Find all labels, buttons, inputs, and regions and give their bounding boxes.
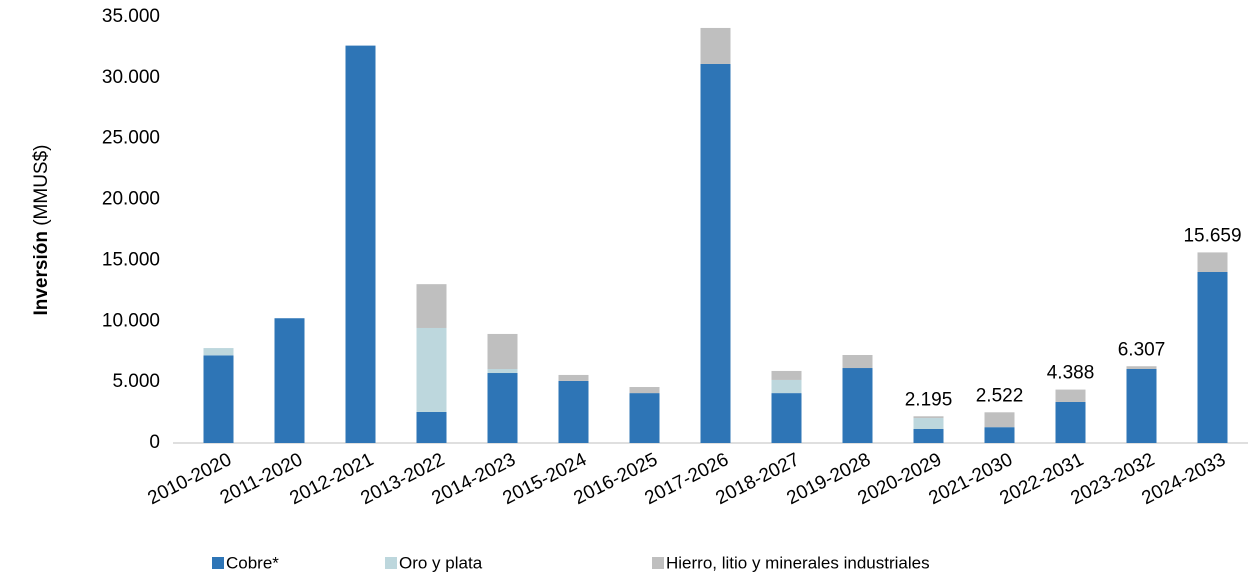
legend-swatch bbox=[652, 557, 664, 569]
bar-segment bbox=[913, 429, 944, 443]
legend-label: Cobre* bbox=[226, 553, 279, 572]
bar-segment bbox=[913, 418, 944, 430]
bar-segment bbox=[1126, 366, 1157, 369]
legend-swatch bbox=[212, 557, 224, 569]
y-tick-label: 0 bbox=[149, 432, 160, 453]
bar-segment bbox=[1197, 271, 1228, 443]
bar-segment bbox=[771, 370, 802, 380]
total-label: 4.388 bbox=[1047, 363, 1095, 384]
bar-segment bbox=[487, 333, 518, 369]
total-label: 2.195 bbox=[905, 389, 953, 410]
y-tick-label: 20.000 bbox=[102, 189, 160, 210]
legend-swatch bbox=[385, 557, 397, 569]
bar-segment bbox=[842, 368, 873, 443]
bar-segment bbox=[984, 412, 1015, 428]
bar-segment bbox=[771, 379, 802, 394]
bar-segment bbox=[913, 416, 944, 419]
y-axis-label: Inversión (MMUS$) bbox=[31, 144, 52, 315]
bar-segment bbox=[629, 387, 660, 394]
legend-label: Oro y plata bbox=[399, 553, 483, 572]
bar-segment bbox=[629, 393, 660, 443]
bar-segment bbox=[416, 284, 447, 328]
total-label: 6.307 bbox=[1118, 339, 1166, 360]
bar-segment bbox=[842, 355, 873, 369]
legend-label: Hierro, litio y minerales industriales bbox=[666, 553, 930, 572]
bar-segment bbox=[1126, 368, 1157, 443]
bar-segment bbox=[984, 427, 1015, 443]
bar-segment bbox=[487, 368, 518, 374]
y-label-unit: (MMUS$) bbox=[31, 144, 52, 225]
bar-segment bbox=[274, 318, 305, 443]
total-label: 2.522 bbox=[976, 385, 1024, 406]
y-label-bold: Inversión bbox=[31, 231, 52, 315]
bar-segment bbox=[700, 63, 731, 443]
bar-segment bbox=[487, 373, 518, 443]
y-tick-label: 35.000 bbox=[102, 6, 160, 27]
bar-segment bbox=[558, 380, 589, 443]
bar-segment bbox=[700, 27, 731, 64]
y-tick-label: 5.000 bbox=[112, 371, 160, 392]
bar-segment bbox=[558, 374, 589, 381]
y-tick-label: 25.000 bbox=[102, 128, 160, 149]
bar-segment bbox=[203, 348, 234, 356]
y-tick-label: 30.000 bbox=[102, 67, 160, 88]
bar-segment bbox=[345, 45, 376, 444]
bar-segment bbox=[1197, 252, 1228, 272]
total-label: 15.659 bbox=[1183, 225, 1241, 246]
bar-segment bbox=[1055, 389, 1086, 402]
y-tick-label: 15.000 bbox=[102, 249, 160, 270]
y-tick-label: 10.000 bbox=[102, 310, 160, 331]
bar-segment bbox=[1055, 401, 1086, 443]
bar-segment bbox=[416, 327, 447, 412]
bar-segment bbox=[416, 411, 447, 443]
bar-segment bbox=[771, 393, 802, 443]
bar-segment bbox=[203, 355, 234, 443]
